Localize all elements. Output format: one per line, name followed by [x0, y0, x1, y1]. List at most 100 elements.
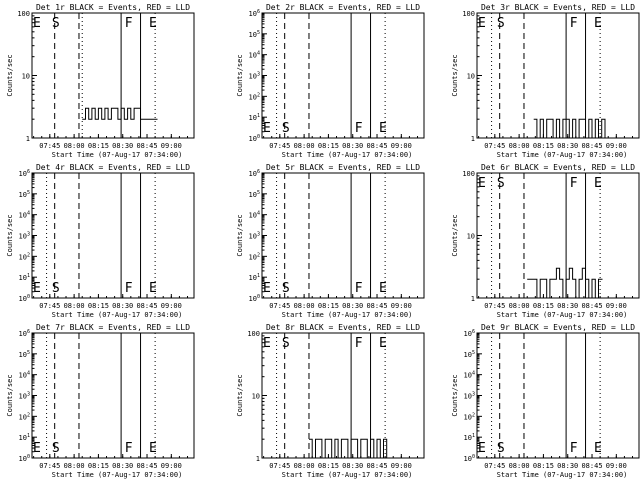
y-tick-label: 101: [464, 433, 475, 442]
flag-letter: F: [355, 281, 363, 296]
x-tick-label: 09:00: [391, 462, 412, 470]
x-tick-label: 09:00: [606, 142, 627, 150]
x-tick-label: 09:00: [606, 462, 627, 470]
panel-title: Det 8r BLACK = Events, RED = LLD: [266, 323, 420, 332]
flag-letter: E: [149, 16, 157, 31]
x-axis-label: Start Time (07-Aug-17 07:34:00): [52, 471, 183, 479]
x-tick-label: 08:45: [581, 302, 602, 310]
y-tick-label: 101: [249, 113, 260, 122]
x-axis-label: Start Time (07-Aug-17 07:34:00): [497, 311, 628, 319]
x-tick-label: 08:15: [533, 302, 554, 310]
x-tick-label: 08:45: [366, 142, 387, 150]
flag-letter: E: [33, 281, 41, 296]
y-tick-label: 100: [464, 454, 475, 463]
x-tick-label: 07:45: [39, 462, 60, 470]
y-tick-label: 104: [19, 371, 30, 380]
flag-letter: S: [52, 441, 60, 456]
x-tick-label: 09:00: [161, 462, 182, 470]
y-tick-label: 103: [19, 392, 30, 401]
detector-panel: Det 5r BLACK = Events, RED = LLD 100 101 10…: [236, 163, 425, 319]
y-tick-label: 10: [252, 393, 260, 401]
y-tick-label: 106: [464, 329, 475, 338]
y-tick-label: 100: [462, 10, 475, 18]
flag-letter: E: [594, 441, 602, 456]
flag-letter: F: [570, 176, 578, 191]
detector-panel: Det 8r BLACK = Events, RED = LLD 1 10 100 Co…: [236, 323, 425, 479]
x-tick-label: 09:00: [161, 302, 182, 310]
x-axis-label: Start Time (07-Aug-17 07:34:00): [497, 151, 628, 159]
x-tick-label: 08:15: [88, 462, 109, 470]
y-tick-label: 1: [471, 295, 475, 303]
y-tick-label: 1: [26, 135, 30, 143]
y-tick-label: 1: [471, 135, 475, 143]
flag-letter: F: [125, 281, 133, 296]
x-tick-label: 08:30: [557, 142, 578, 150]
flag-letter: E: [478, 16, 486, 31]
flag-letter: E: [594, 16, 602, 31]
y-tick-label: 103: [249, 72, 260, 81]
y-axis-label: Counts/sec: [6, 54, 14, 96]
x-tick-label: 08:15: [88, 302, 109, 310]
y-axis-label: Counts/sec: [6, 374, 14, 416]
y-tick-label: 106: [19, 329, 30, 338]
y-tick-label: 1: [256, 455, 260, 463]
flag-letter: E: [33, 441, 41, 456]
flag-letter: S: [282, 336, 290, 351]
flag-letter: E: [149, 281, 157, 296]
y-tick-label: 102: [249, 92, 260, 101]
x-tick-label: 07:45: [484, 462, 505, 470]
x-tick-label: 08:00: [64, 302, 85, 310]
flag-letter: E: [263, 121, 271, 136]
plot-frame: [476, 172, 640, 299]
x-tick-label: 09:00: [391, 302, 412, 310]
y-tick-label: 105: [19, 190, 30, 199]
x-tick-label: 07:45: [484, 302, 505, 310]
flag-letter: S: [282, 281, 290, 296]
x-axis-label: Start Time (07-Aug-17 07:34:00): [282, 311, 413, 319]
y-tick-label: 105: [249, 190, 260, 199]
x-tick-label: 08:15: [318, 302, 339, 310]
x-tick-label: 09:00: [391, 142, 412, 150]
x-tick-label: 08:30: [557, 462, 578, 470]
y-tick-label: 101: [249, 273, 260, 282]
y-tick-label: 100: [249, 134, 260, 143]
x-tick-label: 07:45: [484, 142, 505, 150]
flag-letter: F: [570, 441, 578, 456]
x-tick-label: 08:00: [64, 142, 85, 150]
detector-panel: Det 1r BLACK = Events, RED = LLD 1 10 100 Co…: [6, 3, 195, 159]
x-tick-label: 08:30: [557, 302, 578, 310]
y-tick-label: 103: [19, 232, 30, 241]
flag-letter: F: [355, 121, 363, 136]
flag-letter: S: [497, 176, 505, 191]
x-tick-label: 08:00: [509, 302, 530, 310]
x-tick-label: 08:45: [581, 142, 602, 150]
panel-title: Det 7r BLACK = Events, RED = LLD: [36, 323, 190, 332]
detector-panel: Det 7r BLACK = Events, RED = LLD 100 101 10…: [6, 323, 195, 479]
y-tick-label: 104: [249, 51, 260, 60]
x-axis-label: Start Time (07-Aug-17 07:34:00): [52, 311, 183, 319]
x-tick-label: 07:45: [39, 302, 60, 310]
x-tick-label: 08:00: [294, 302, 315, 310]
y-tick-label: 105: [19, 350, 30, 359]
x-tick-label: 08:45: [581, 462, 602, 470]
x-tick-label: 08:45: [366, 302, 387, 310]
events-series-line: [82, 107, 158, 120]
detector-panel: Det 2r BLACK = Events, RED = LLD 100 101 10…: [236, 3, 425, 159]
flag-letter: E: [594, 176, 602, 191]
x-tick-label: 08:30: [342, 462, 363, 470]
detector-panel: Det 9r BLACK = Events, RED = LLD 100 101 10…: [451, 323, 640, 479]
y-tick-label: 103: [464, 392, 475, 401]
y-tick-label: 104: [464, 371, 475, 380]
y-tick-label: 106: [249, 9, 260, 18]
x-axis-label: Start Time (07-Aug-17 07:34:00): [282, 471, 413, 479]
panel-title: Det 4r BLACK = Events, RED = LLD: [36, 163, 190, 172]
flag-letter: F: [125, 16, 133, 31]
plot-frame: [261, 172, 425, 299]
y-tick-label: 103: [249, 232, 260, 241]
y-axis-label: Counts/sec: [6, 214, 14, 256]
plot-frame: [31, 12, 195, 139]
flag-letter: S: [497, 441, 505, 456]
detector-panel: Det 6r BLACK = Events, RED = LLD 1 10 100 Co…: [451, 163, 640, 319]
y-axis-label: Counts/sec: [236, 54, 244, 96]
panel-title: Det 5r BLACK = Events, RED = LLD: [266, 163, 420, 172]
